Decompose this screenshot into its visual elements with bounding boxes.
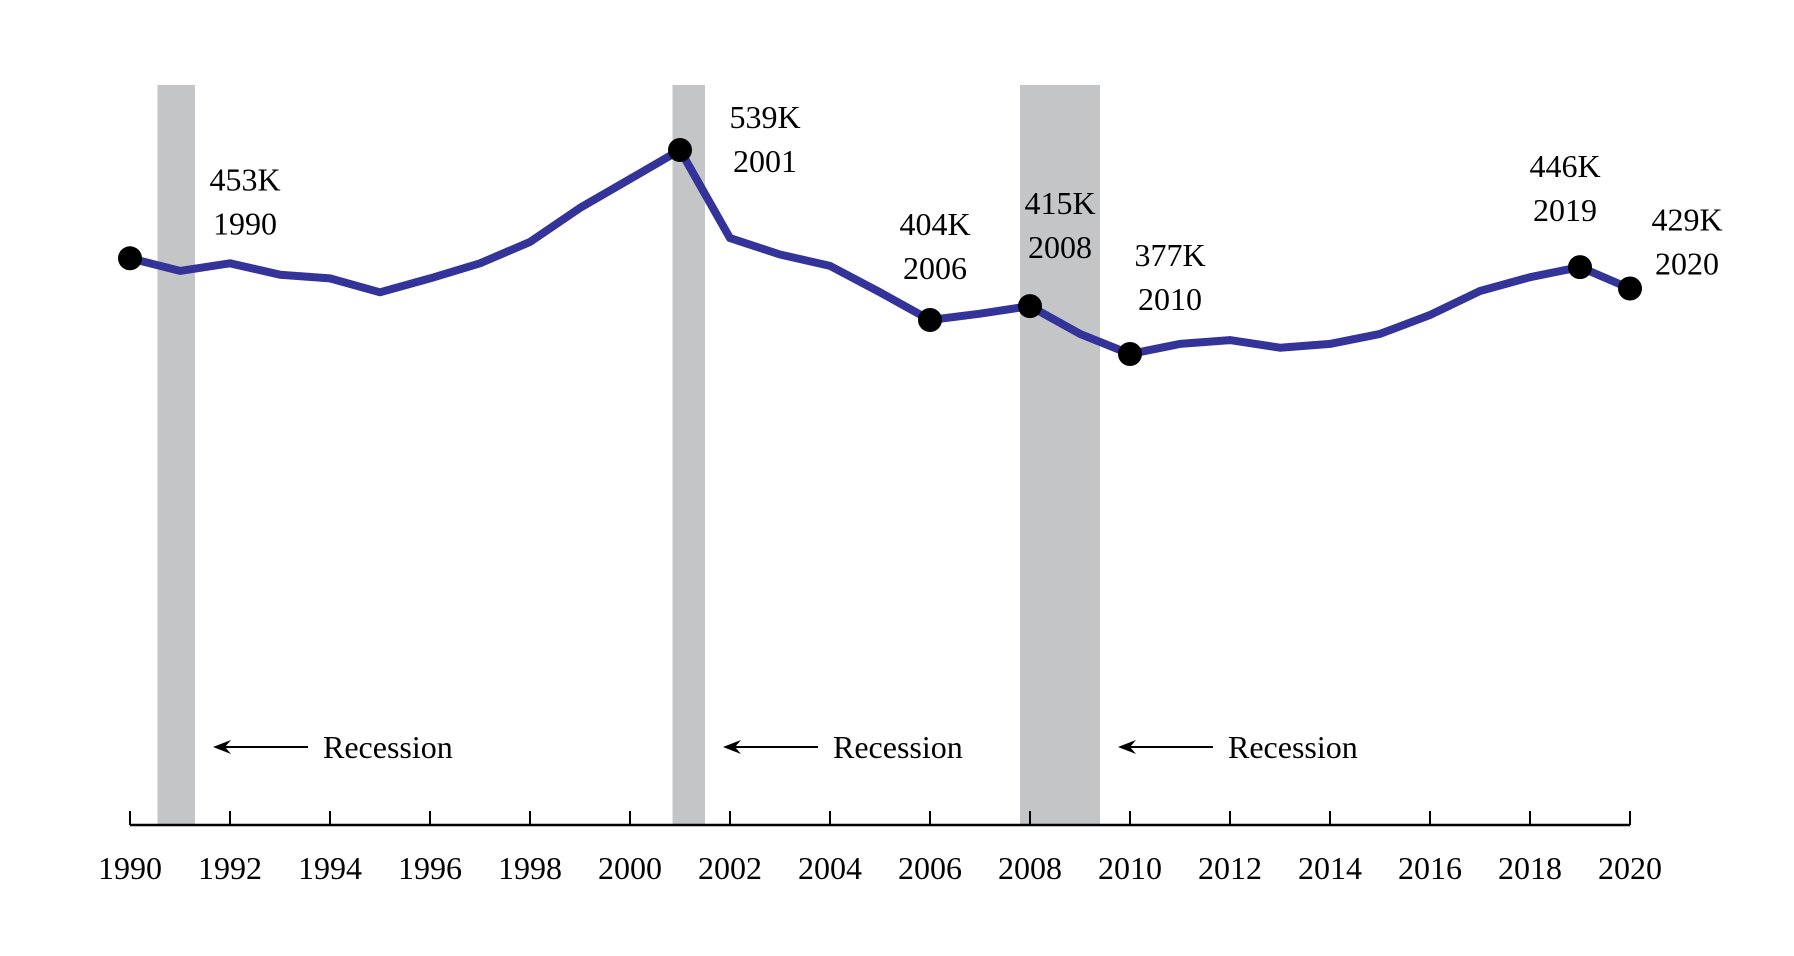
series-line [126,146,1634,358]
recession-arrow-head-2 [1118,740,1136,754]
point-marker-2020 [1618,276,1642,301]
point-value-label-2010: 377K [1134,237,1205,273]
x-tick-label-2012: 2012 [1198,850,1262,886]
x-tick-label-1992: 1992 [198,850,262,886]
recession-band-1 [672,85,705,825]
point-value-label-2019: 446K [1529,148,1600,184]
point-value-label-1990: 453K [209,161,280,197]
x-tick-label-2010: 2010 [1098,850,1162,886]
series-line-layer [126,146,1634,358]
point-marker-2010 [1118,342,1142,366]
point-marker-2006 [918,308,942,332]
x-tick-label-1994: 1994 [298,850,362,886]
point-marker-1990 [118,246,142,271]
recession-band-0 [157,85,195,825]
point-year-label-2010: 2010 [1138,281,1202,317]
x-tick-label-2004: 2004 [798,850,862,886]
x-axis: 1990 1992 1994 1996 1998 2000 2002 2004 2006 2008… [98,811,1662,886]
point-year-label-2019: 2019 [1533,192,1597,228]
recession-label-0: Recession [323,729,453,765]
x-tick-label-2000: 2000 [598,850,662,886]
point-marker-2008 [1018,294,1042,319]
point-labels: 453K 1990 539K 2001 404K 2006 415K 2008 377K 2010… [209,99,1722,317]
point-value-label-2008: 415K [1024,185,1095,221]
x-tick-label-2002: 2002 [698,850,762,886]
x-tick-label-2016: 2016 [1398,850,1462,886]
point-value-label-2020: 429K [1651,202,1722,238]
point-year-label-2006: 2006 [903,250,967,286]
point-value-label-2001: 539K [729,99,800,135]
x-tick-label-2006: 2006 [898,850,962,886]
point-markers [118,138,1642,366]
point-value-label-2006: 404K [899,206,970,242]
x-tick-label-1996: 1996 [398,850,462,886]
x-tick-label-2014: 2014 [1298,850,1362,886]
x-tick-label-2018: 2018 [1498,850,1562,886]
recession-arrow-head-1 [723,740,741,754]
point-year-label-2001: 2001 [733,143,797,179]
point-year-label-1990: 1990 [213,205,277,241]
x-tick-label-1998: 1998 [498,850,562,886]
point-year-label-2020: 2020 [1655,246,1719,282]
recession-arrow-head-0 [213,740,231,754]
point-marker-2001 [668,138,692,162]
recession-label-1: Recession [833,729,963,765]
x-tick-label-1990: 1990 [98,850,162,886]
point-year-label-2008: 2008 [1028,229,1092,265]
recession-bands: Recession Recession Recession [157,85,1358,825]
recession-band-2 [1020,85,1100,825]
x-tick-label-2020: 2020 [1598,850,1662,886]
x-tick-label-2008: 2008 [998,850,1062,886]
point-marker-2019 [1568,255,1592,280]
recession-label-2: Recession [1228,729,1358,765]
